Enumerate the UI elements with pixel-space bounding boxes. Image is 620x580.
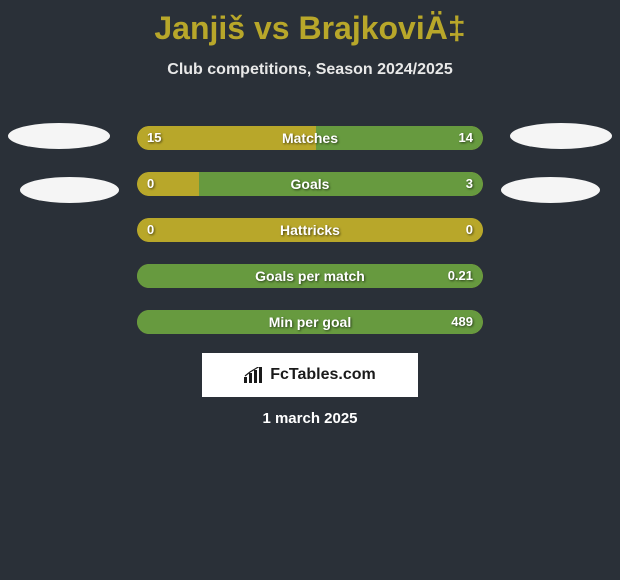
player-left-avatar-team [20,177,119,203]
player-left-avatar [8,123,110,149]
stat-row: 15 Matches 14 [137,126,483,150]
stat-bar-right [316,126,483,150]
source-logo-text: FcTables.com [270,366,376,384]
stat-row: 0 Goals 3 [137,172,483,196]
stat-row: 0 Hattricks 0 [137,218,483,242]
stat-bar-right [137,264,483,288]
comparison-bars: 15 Matches 14 0 Goals 3 0 Hattricks 0 Go… [137,126,483,356]
stat-row: Goals per match 0.21 [137,264,483,288]
stat-bar-left [137,172,199,196]
stat-bar-right [199,172,483,196]
bar-chart-icon [244,367,264,383]
stat-row: Min per goal 489 [137,310,483,334]
stat-bar-right [137,310,483,334]
player-right-avatar-team [501,177,600,203]
stat-bar-left [137,218,483,242]
source-logo: FcTables.com [202,353,418,397]
subtitle: Club competitions, Season 2024/2025 [0,61,620,79]
page-title: Janjiš vs BrajkoviÄ‡ [0,0,620,47]
date-label: 1 march 2025 [0,410,620,427]
stat-bar-left [137,126,316,150]
player-right-avatar [510,123,612,149]
